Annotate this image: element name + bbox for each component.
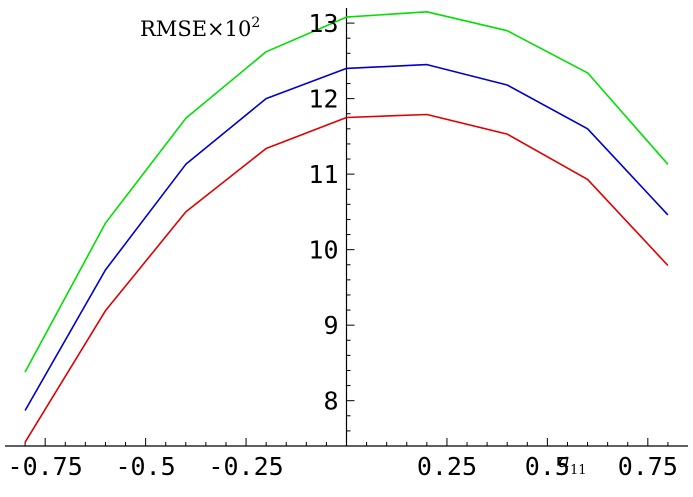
series-line-1 — [24, 11, 669, 373]
x-tick-label: -0.75 — [8, 452, 83, 481]
series-line-2 — [24, 63, 669, 411]
chart-axes — [5, 8, 688, 447]
x-tick-label: -0.25 — [208, 452, 283, 481]
y-tick-label: 12 — [308, 85, 338, 114]
y-tick-label: 8 — [323, 387, 338, 416]
y-axis-title: RMSE×102 — [140, 15, 260, 41]
x-tick-label: 0.5 — [525, 452, 570, 481]
y-tick-label: 9 — [323, 311, 338, 340]
x-tick-label: 0.75 — [618, 452, 678, 481]
series-line-3 — [24, 113, 669, 443]
y-tick-label: 11 — [308, 160, 338, 189]
x-axis-title: a11 — [558, 448, 586, 478]
chart-series — [24, 11, 669, 443]
x-tick-label: -0.5 — [116, 452, 176, 481]
chart-labels: -0.75 -0.5 -0.25 0.25 0.5 0.75 8 9 10 11 12 13 RMSE×… — [8, 9, 678, 481]
y-tick-label: 10 — [308, 236, 338, 265]
y-tick-label: 13 — [308, 9, 338, 38]
x-tick-label: 0.25 — [417, 452, 477, 481]
